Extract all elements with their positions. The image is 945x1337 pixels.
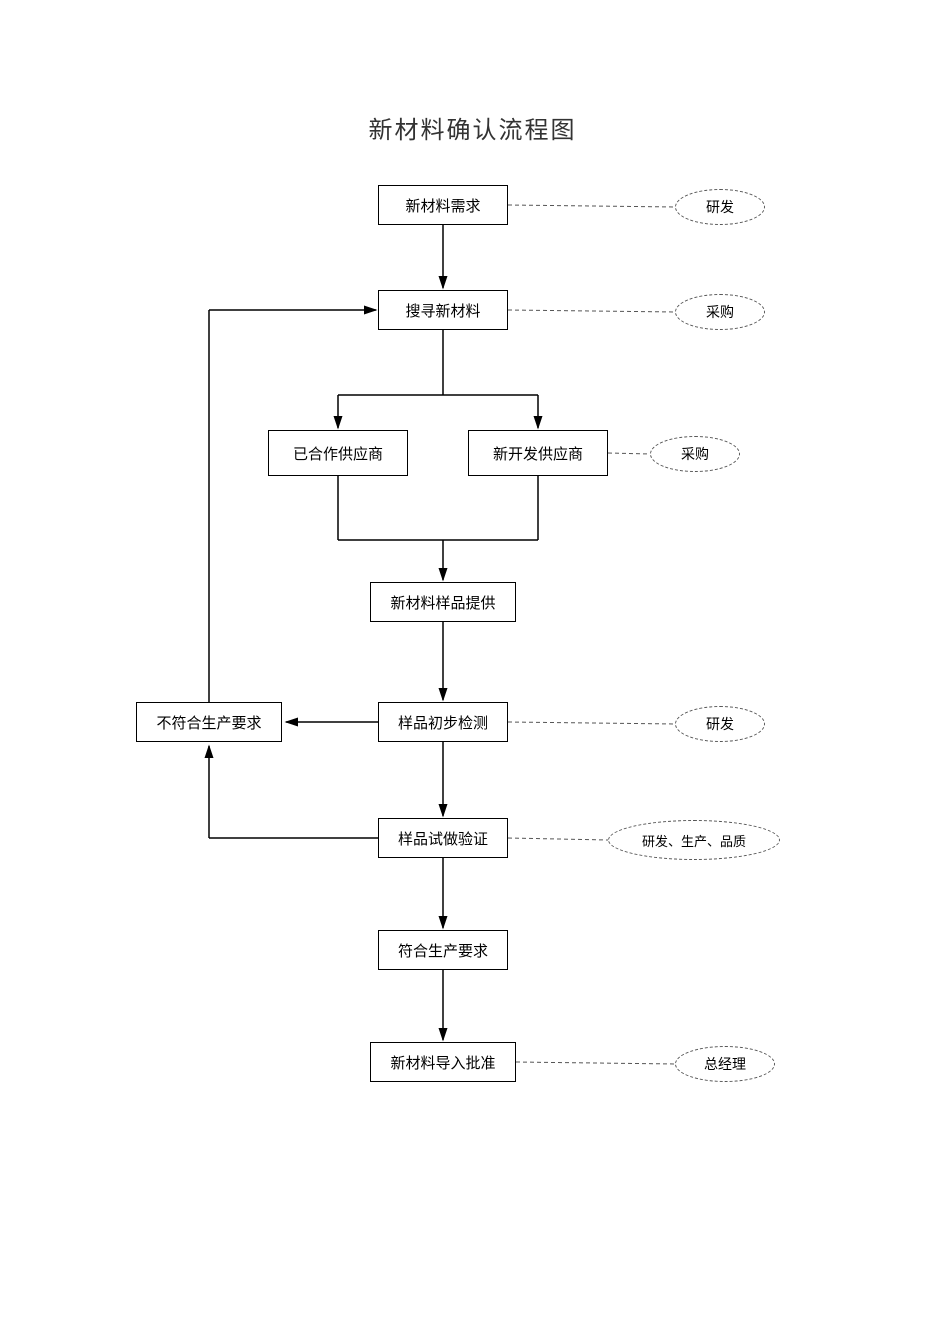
role-label: 研发: [706, 197, 734, 217]
node-label: 新材料导入批准: [390, 1052, 495, 1073]
role-label: 研发、生产、品质: [642, 831, 746, 850]
node-label: 符合生产要求: [398, 940, 488, 961]
node-label: 新材料需求: [405, 195, 480, 216]
node-label: 已合作供应商: [293, 443, 383, 464]
node-search-material: 搜寻新材料: [378, 290, 508, 330]
node-not-meet-req: 不符合生产要求: [136, 702, 282, 742]
node-label: 新材料样品提供: [390, 592, 495, 613]
role-rd-2: 研发: [675, 706, 765, 742]
node-approval: 新材料导入批准: [370, 1042, 516, 1082]
node-new-supplier: 新开发供应商: [468, 430, 608, 476]
role-purchasing-2: 采购: [650, 436, 740, 472]
node-existing-supplier: 已合作供应商: [268, 430, 408, 476]
node-label: 不符合生产要求: [156, 712, 261, 733]
role-label: 研发: [706, 714, 734, 734]
node-label: 样品试做验证: [398, 828, 488, 849]
node-trial-verify: 样品试做验证: [378, 818, 508, 858]
role-label: 总经理: [704, 1054, 746, 1074]
role-rd-1: 研发: [675, 189, 765, 225]
node-meet-req: 符合生产要求: [378, 930, 508, 970]
role-purchasing-1: 采购: [675, 294, 765, 330]
node-initial-test: 样品初步检测: [378, 702, 508, 742]
node-label: 样品初步检测: [398, 712, 488, 733]
role-gm: 总经理: [675, 1046, 775, 1082]
node-sample-provided: 新材料样品提供: [370, 582, 516, 622]
node-label: 搜寻新材料: [405, 300, 480, 321]
node-label: 新开发供应商: [493, 443, 583, 464]
node-material-demand: 新材料需求: [378, 185, 508, 225]
role-label: 采购: [681, 444, 709, 464]
role-rd-prod-qc: 研发、生产、品质: [608, 820, 780, 860]
page-title: 新材料确认流程图: [0, 110, 945, 145]
role-label: 采购: [706, 302, 734, 322]
